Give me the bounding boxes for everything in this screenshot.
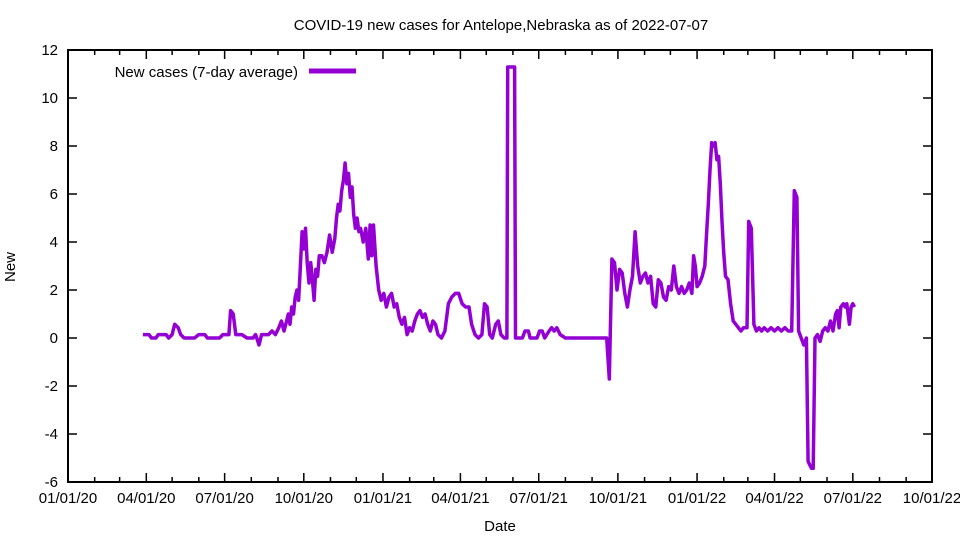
y-axis-label: New bbox=[2, 252, 19, 282]
tick-label: 07/01/20 bbox=[195, 490, 253, 507]
tick-label: 6 bbox=[50, 186, 58, 203]
tick-label: -6 bbox=[45, 474, 58, 491]
legend-label: New cases (7-day average) bbox=[115, 64, 298, 81]
axis-ticks bbox=[67, 49, 933, 483]
tick-label: 12 bbox=[41, 42, 58, 59]
tick-label: 01/01/22 bbox=[668, 490, 726, 507]
tick-label: 04/01/22 bbox=[745, 490, 803, 507]
tick-label: -4 bbox=[45, 426, 58, 443]
tick-label: 10/01/22 bbox=[903, 490, 960, 507]
tick-label: 10 bbox=[41, 90, 58, 107]
tick-label: 04/01/20 bbox=[117, 490, 175, 507]
x-axis-label: Date bbox=[484, 518, 516, 535]
plot-border bbox=[67, 49, 933, 483]
tick-label: 07/01/21 bbox=[510, 490, 568, 507]
tick-label: 04/01/21 bbox=[431, 490, 489, 507]
tick-label: 10/01/21 bbox=[589, 490, 647, 507]
chart-title: COVID-19 new cases for Antelope,Nebraska… bbox=[294, 17, 708, 34]
tick-label: 01/01/21 bbox=[354, 490, 412, 507]
data-series-line bbox=[142, 65, 857, 471]
axis-tick-labels: 01/01/20 04/01/20 07/01/20 10/01/20 01/01/21… bbox=[39, 42, 960, 507]
tick-label: 01/01/20 bbox=[39, 490, 97, 507]
tick-label: 07/01/22 bbox=[824, 490, 882, 507]
tick-label: 10/01/20 bbox=[275, 490, 333, 507]
tick-label: 8 bbox=[50, 138, 58, 155]
legend: New cases (7-day average) bbox=[115, 64, 356, 81]
tick-label: 4 bbox=[50, 234, 58, 251]
tick-label: -2 bbox=[45, 378, 58, 395]
tick-label: 0 bbox=[50, 330, 58, 347]
tick-label: 2 bbox=[50, 282, 58, 299]
